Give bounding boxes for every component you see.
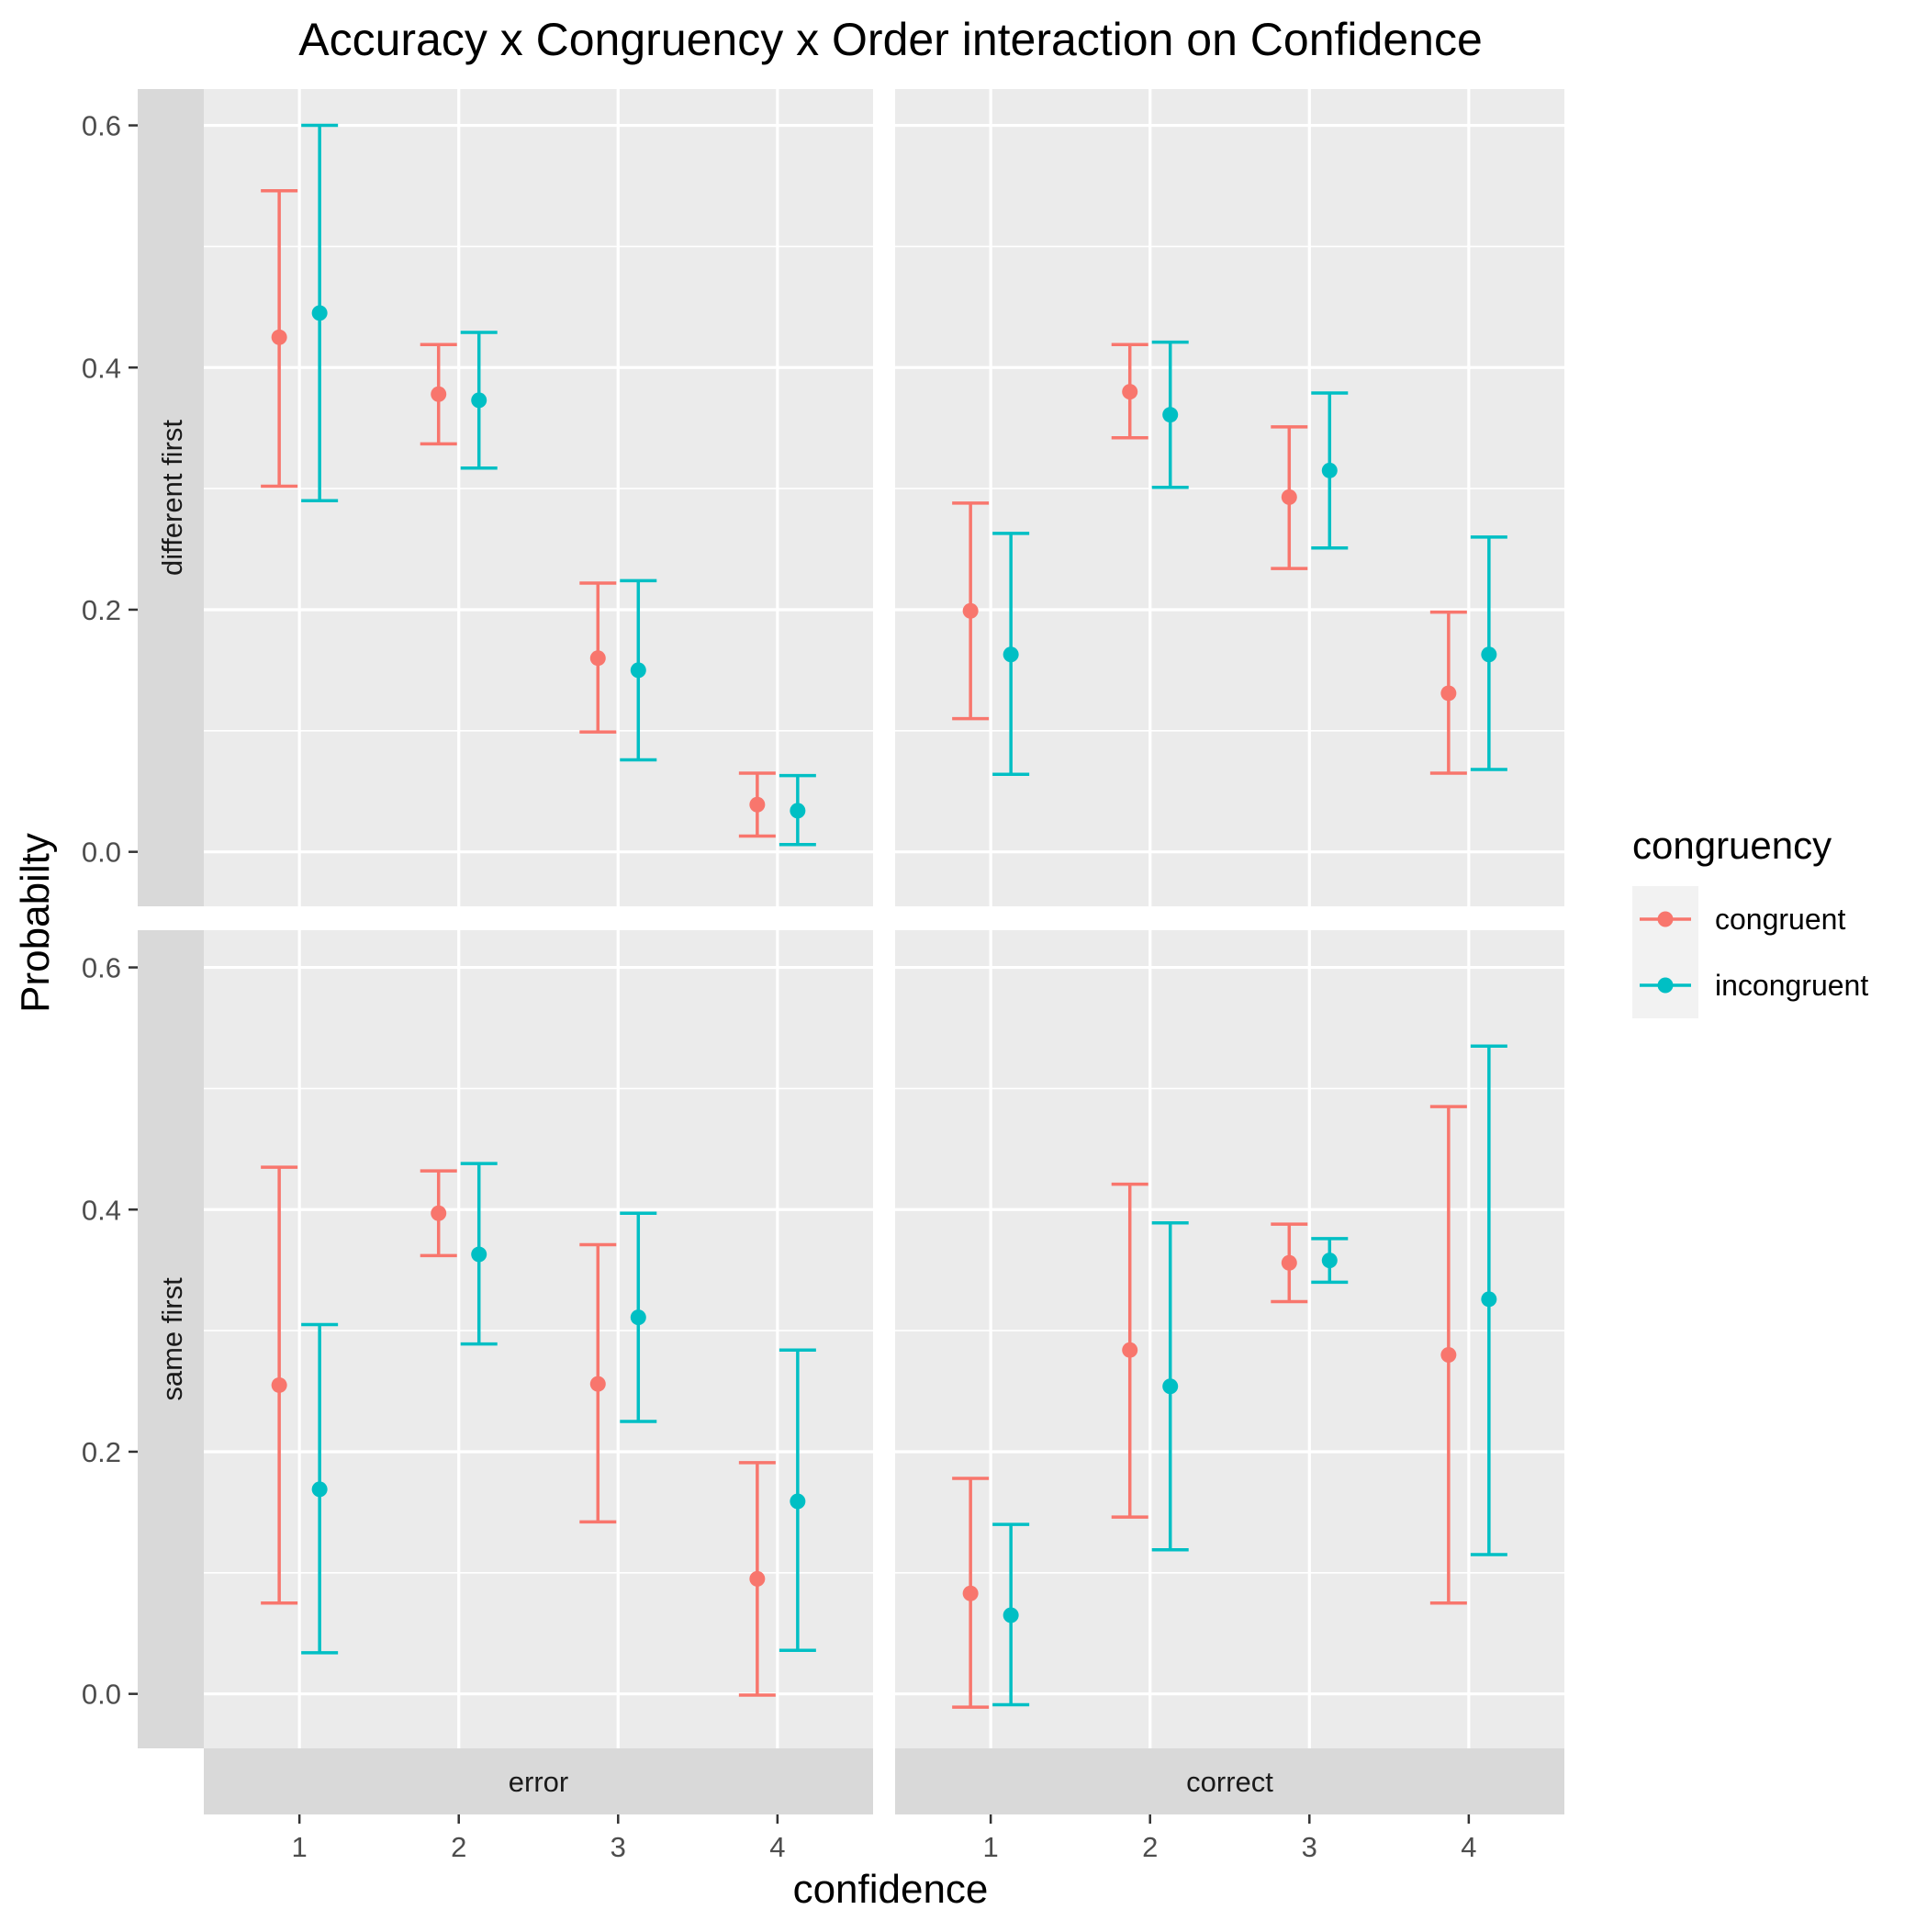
data-point [1122, 1342, 1138, 1358]
x-tick-label: 2 [1142, 1831, 1158, 1863]
data-point [589, 650, 606, 667]
x-tick-label: 3 [611, 1831, 626, 1863]
x-tick-label: 4 [1461, 1831, 1476, 1863]
data-point [962, 1585, 979, 1601]
row-strip-label: different first [156, 420, 188, 576]
plot-layer: different first same first error correct 0.0… [82, 89, 1868, 1863]
panel-background [895, 89, 1564, 906]
x-tick-label: 4 [769, 1831, 785, 1863]
y-tick-label: 0.4 [82, 1194, 121, 1226]
x-axis-title: confidence [793, 1867, 989, 1912]
y-tick-label: 0.2 [82, 1436, 121, 1468]
data-point [471, 1246, 487, 1263]
row-strip [138, 930, 204, 1748]
row-strip [138, 89, 204, 906]
data-point [1162, 407, 1179, 423]
x-tick-label: 2 [451, 1831, 466, 1863]
data-point [749, 1570, 766, 1587]
data-point [630, 1309, 646, 1326]
y-tick-label: 0.4 [82, 352, 121, 384]
panel-background [895, 930, 1564, 1748]
y-tick-label: 0.0 [82, 837, 121, 869]
data-point [1440, 1346, 1457, 1363]
data-point [790, 803, 806, 819]
data-point [1003, 1607, 1019, 1623]
y-axis-title: Probabilty [13, 833, 58, 1013]
legend-key-point [1657, 977, 1674, 994]
legend-label: incongruent [1715, 969, 1868, 1002]
data-point [431, 1205, 447, 1221]
panel-background [204, 930, 873, 1748]
data-point [1321, 1252, 1338, 1269]
data-point [311, 1481, 328, 1498]
data-point [1440, 685, 1457, 702]
chart-title: Accuracy x Congruency x Order interactio… [298, 14, 1483, 65]
y-tick-label: 0.6 [82, 952, 121, 984]
x-tick-label: 1 [292, 1831, 308, 1863]
column-strip-label: correct [1186, 1766, 1273, 1798]
data-point [790, 1493, 806, 1510]
data-point [1003, 646, 1019, 663]
data-point [271, 1376, 287, 1393]
legend-key-point [1657, 911, 1674, 927]
data-point [1162, 1378, 1179, 1395]
data-point [1281, 489, 1297, 505]
data-point [630, 662, 646, 679]
legend-label: congruent [1715, 903, 1845, 936]
legend-key-background [1632, 886, 1698, 1018]
data-point [311, 305, 328, 321]
row-strip-label: same first [156, 1277, 188, 1401]
data-point [1481, 646, 1497, 663]
data-point [1122, 384, 1138, 400]
panel-background [204, 89, 873, 906]
x-tick-label: 3 [1302, 1831, 1317, 1863]
y-tick-label: 0.6 [82, 110, 121, 142]
data-point [431, 386, 447, 402]
data-point [749, 796, 766, 813]
data-point [962, 602, 979, 619]
data-point [1481, 1291, 1497, 1308]
data-point [1281, 1254, 1297, 1271]
y-tick-label: 0.2 [82, 594, 121, 626]
data-point [1321, 462, 1338, 478]
data-point [589, 1376, 606, 1392]
data-point [471, 392, 487, 409]
data-point [271, 329, 287, 345]
column-strip [895, 1748, 1564, 1814]
column-strip-label: error [509, 1766, 568, 1798]
legend-title: congruency [1632, 824, 1832, 867]
y-tick-label: 0.0 [82, 1679, 121, 1711]
column-strip [204, 1748, 873, 1814]
x-tick-label: 1 [983, 1831, 999, 1863]
